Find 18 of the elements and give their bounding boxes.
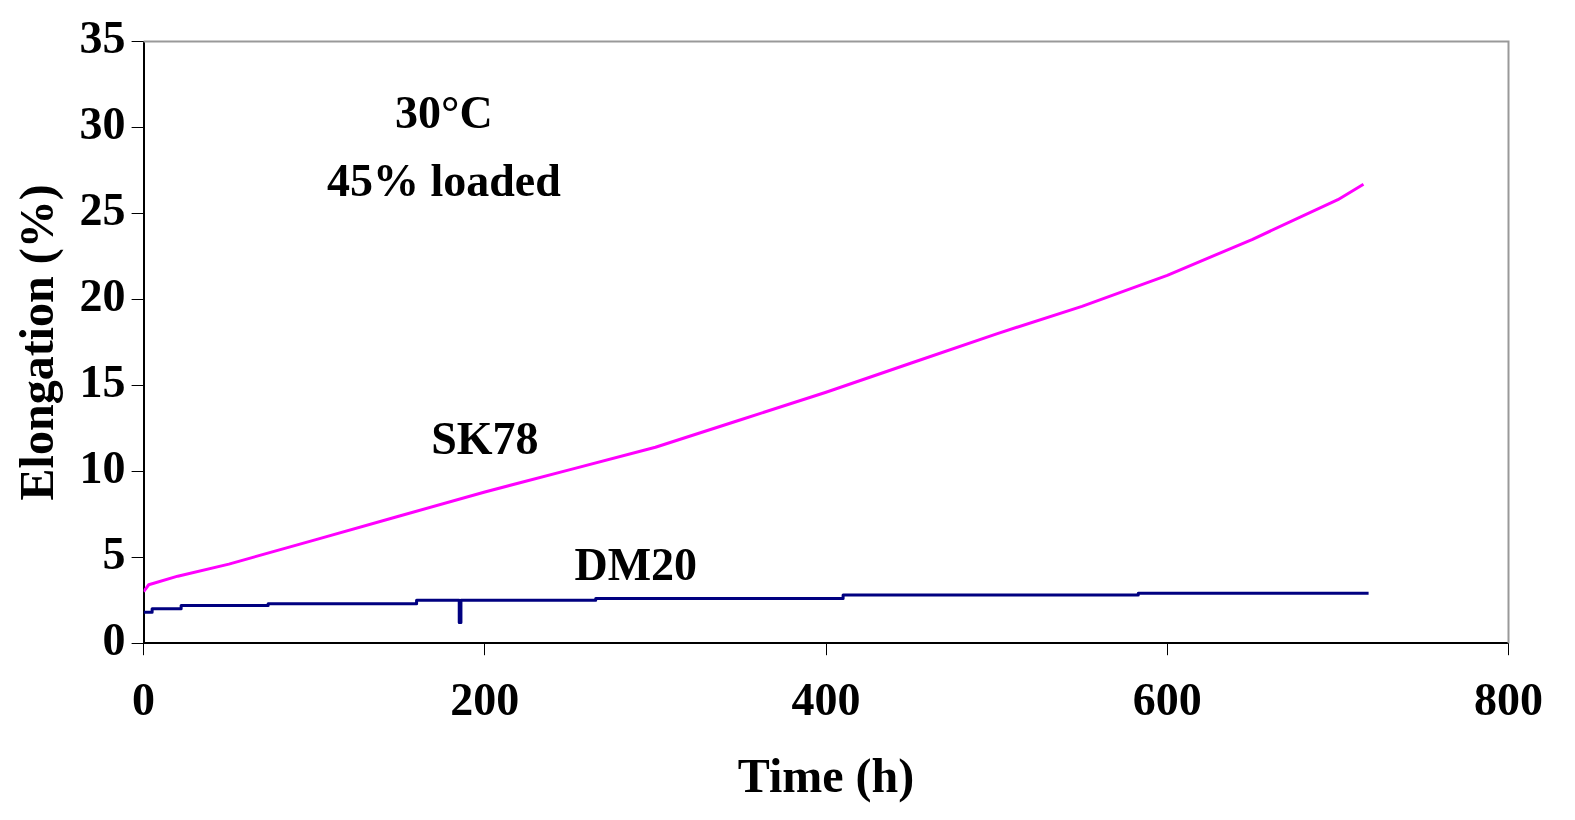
x-tick-label: 800	[1474, 673, 1543, 725]
y-tick-label: 35	[79, 12, 126, 64]
x-tick-label: 400	[791, 673, 861, 725]
x-axis-title: Time (h)	[737, 748, 915, 803]
series-label: SK78	[431, 412, 539, 464]
y-tick-label: 10	[79, 442, 126, 494]
y-tick-label: 30	[79, 98, 126, 150]
y-tick-label: 25	[79, 184, 126, 236]
series-label: DM20	[574, 539, 698, 591]
x-tick-label: 200	[450, 673, 520, 725]
y-tick-label: 20	[79, 270, 126, 322]
y-tick-label: 15	[79, 356, 126, 408]
annotation: 45% loaded	[326, 155, 562, 207]
y-tick-label: 5	[102, 528, 126, 580]
y-axis-title: Elongation (%)	[10, 184, 65, 501]
annotation: 30°C	[395, 87, 493, 139]
y-tick-label: 0	[102, 614, 126, 666]
x-tick-label: 600	[1132, 673, 1202, 725]
